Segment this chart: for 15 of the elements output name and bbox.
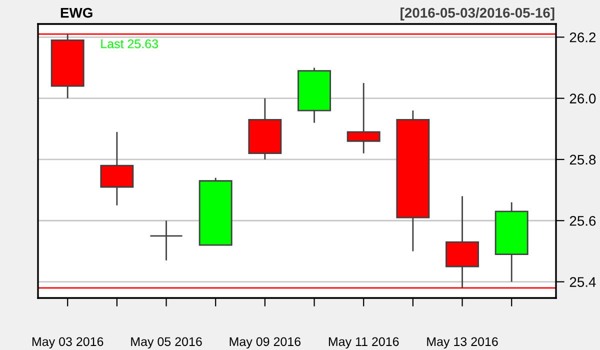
y-tick-label: 25.4 xyxy=(570,277,596,287)
annotation: Last 25.63 xyxy=(101,39,158,48)
x-tick-label: May 13 2016 xyxy=(427,337,498,349)
y-tick-label: 25.8 xyxy=(570,154,596,165)
candlestick xyxy=(346,82,380,154)
chart-title: EWG xyxy=(60,8,92,18)
y-tick-label: 25.6 xyxy=(570,216,596,226)
y-tick-label: 26.0 xyxy=(570,94,596,104)
y-tick-label: 26.2 xyxy=(570,32,596,42)
chart-subtitle: [2016-05-03/2016-05-16] xyxy=(400,8,554,20)
x-tick-label: May 03 2016 xyxy=(32,337,104,349)
candlestick xyxy=(150,220,183,262)
x-tick-label: May 09 2016 xyxy=(230,337,301,349)
x-tick-label: May 05 2016 xyxy=(131,337,202,349)
x-tick-label: May 11 2016 xyxy=(328,337,399,349)
